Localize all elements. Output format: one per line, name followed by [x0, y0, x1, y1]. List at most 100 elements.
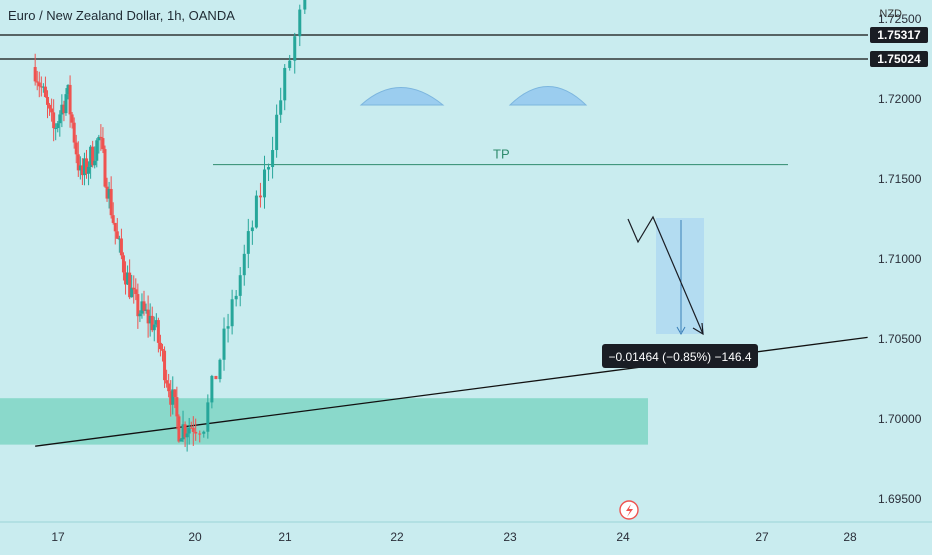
candle-body	[173, 389, 177, 398]
y-tick-label: 1.70500	[878, 332, 922, 346]
candle-body	[250, 227, 254, 232]
candle-body	[35, 81, 39, 83]
candle-body	[150, 315, 154, 331]
candle-body	[288, 60, 292, 68]
candle-body	[52, 112, 56, 129]
projected-path	[627, 215, 704, 335]
x-tick-label: 24	[616, 530, 630, 544]
candle-body	[136, 294, 140, 317]
candle-body	[74, 142, 78, 155]
candle-body	[283, 67, 287, 101]
candle-body	[43, 86, 47, 97]
candle-body	[175, 397, 179, 417]
candle-body	[258, 195, 262, 198]
measure-label: −0.01464 (−0.85%) −146.4	[608, 350, 751, 364]
y-tick-label: 1.72500	[878, 12, 922, 26]
candle-body	[72, 122, 76, 143]
candle-body	[156, 320, 160, 343]
candle-body	[97, 136, 101, 141]
measure-arrowhead	[676, 326, 686, 336]
candle-body	[303, 0, 307, 10]
candle-body	[262, 169, 266, 198]
candle-body	[163, 350, 167, 381]
candle-body	[146, 309, 150, 324]
candle-body	[70, 114, 74, 123]
x-tick-label: 23	[503, 530, 517, 544]
candle-body	[183, 424, 187, 438]
price-badge-label: 1.75317	[877, 28, 921, 42]
candle-body	[134, 289, 138, 295]
x-tick-label: 28	[843, 530, 857, 544]
candle-body	[113, 222, 117, 232]
candle-body	[298, 9, 302, 37]
candle-body	[179, 439, 183, 442]
measure-box	[656, 218, 704, 334]
currency-label: NZD	[879, 8, 902, 20]
candle-body	[275, 114, 279, 151]
top-dome-1	[359, 87, 445, 106]
candle-body	[121, 255, 125, 273]
candle-body	[140, 301, 144, 314]
candle-body	[279, 100, 283, 115]
y-tick-label: 1.71500	[878, 172, 922, 186]
candle-body	[62, 104, 66, 114]
candle-body	[194, 431, 198, 434]
candle-body	[68, 84, 72, 115]
candle-body	[117, 238, 121, 240]
candle-body	[76, 154, 80, 171]
candle-body	[99, 136, 103, 139]
candle-body	[238, 275, 242, 296]
candle-body	[191, 427, 195, 432]
candle-body	[89, 146, 93, 167]
candle-body	[254, 195, 258, 228]
candle-body	[101, 138, 105, 150]
candle-body	[64, 94, 68, 114]
candle-body	[107, 188, 111, 199]
candle-body	[181, 424, 185, 440]
y-tick-label: 1.71000	[878, 252, 922, 266]
candle-body	[177, 416, 181, 442]
candle-body	[58, 114, 62, 124]
candle-body	[148, 315, 152, 324]
candle-body	[210, 375, 214, 403]
price-badge-label: 1.75024	[877, 52, 921, 66]
candle-body	[48, 104, 52, 109]
candle-body	[87, 166, 91, 174]
candle-body	[41, 86, 45, 88]
candle-body	[82, 158, 86, 176]
x-tick-label: 17	[51, 530, 65, 544]
candle-body	[293, 36, 297, 61]
candle-body	[158, 342, 162, 350]
tp-label: TP	[493, 147, 510, 162]
candle-body	[95, 140, 99, 161]
candle-body	[218, 359, 222, 380]
candle-body	[60, 104, 64, 115]
candle-body	[165, 380, 169, 384]
candle-body	[246, 231, 250, 254]
chart-title: Euro / New Zealand Dollar, 1h, OANDA	[8, 8, 235, 23]
price-badge	[870, 27, 928, 43]
candle-body	[128, 272, 132, 298]
measure-label-box	[602, 344, 758, 368]
candle-body	[80, 165, 84, 176]
candle-body	[132, 287, 136, 290]
candle-body	[91, 146, 95, 166]
price-badge	[870, 51, 928, 67]
price-axis-panel	[868, 0, 932, 550]
x-tick-label: 21	[278, 530, 292, 544]
projected-arrowhead	[692, 322, 704, 336]
candle-body	[119, 238, 123, 256]
candle-body	[242, 253, 246, 276]
candles	[33, 0, 307, 452]
candle-body	[171, 389, 175, 405]
candle-body	[222, 328, 226, 360]
candle-body	[50, 108, 54, 113]
candle-body	[144, 309, 148, 311]
candle-body	[33, 67, 37, 82]
candle-body	[160, 349, 164, 351]
candle-body	[124, 272, 128, 285]
candle-body	[54, 128, 58, 130]
candle-body	[206, 402, 210, 432]
